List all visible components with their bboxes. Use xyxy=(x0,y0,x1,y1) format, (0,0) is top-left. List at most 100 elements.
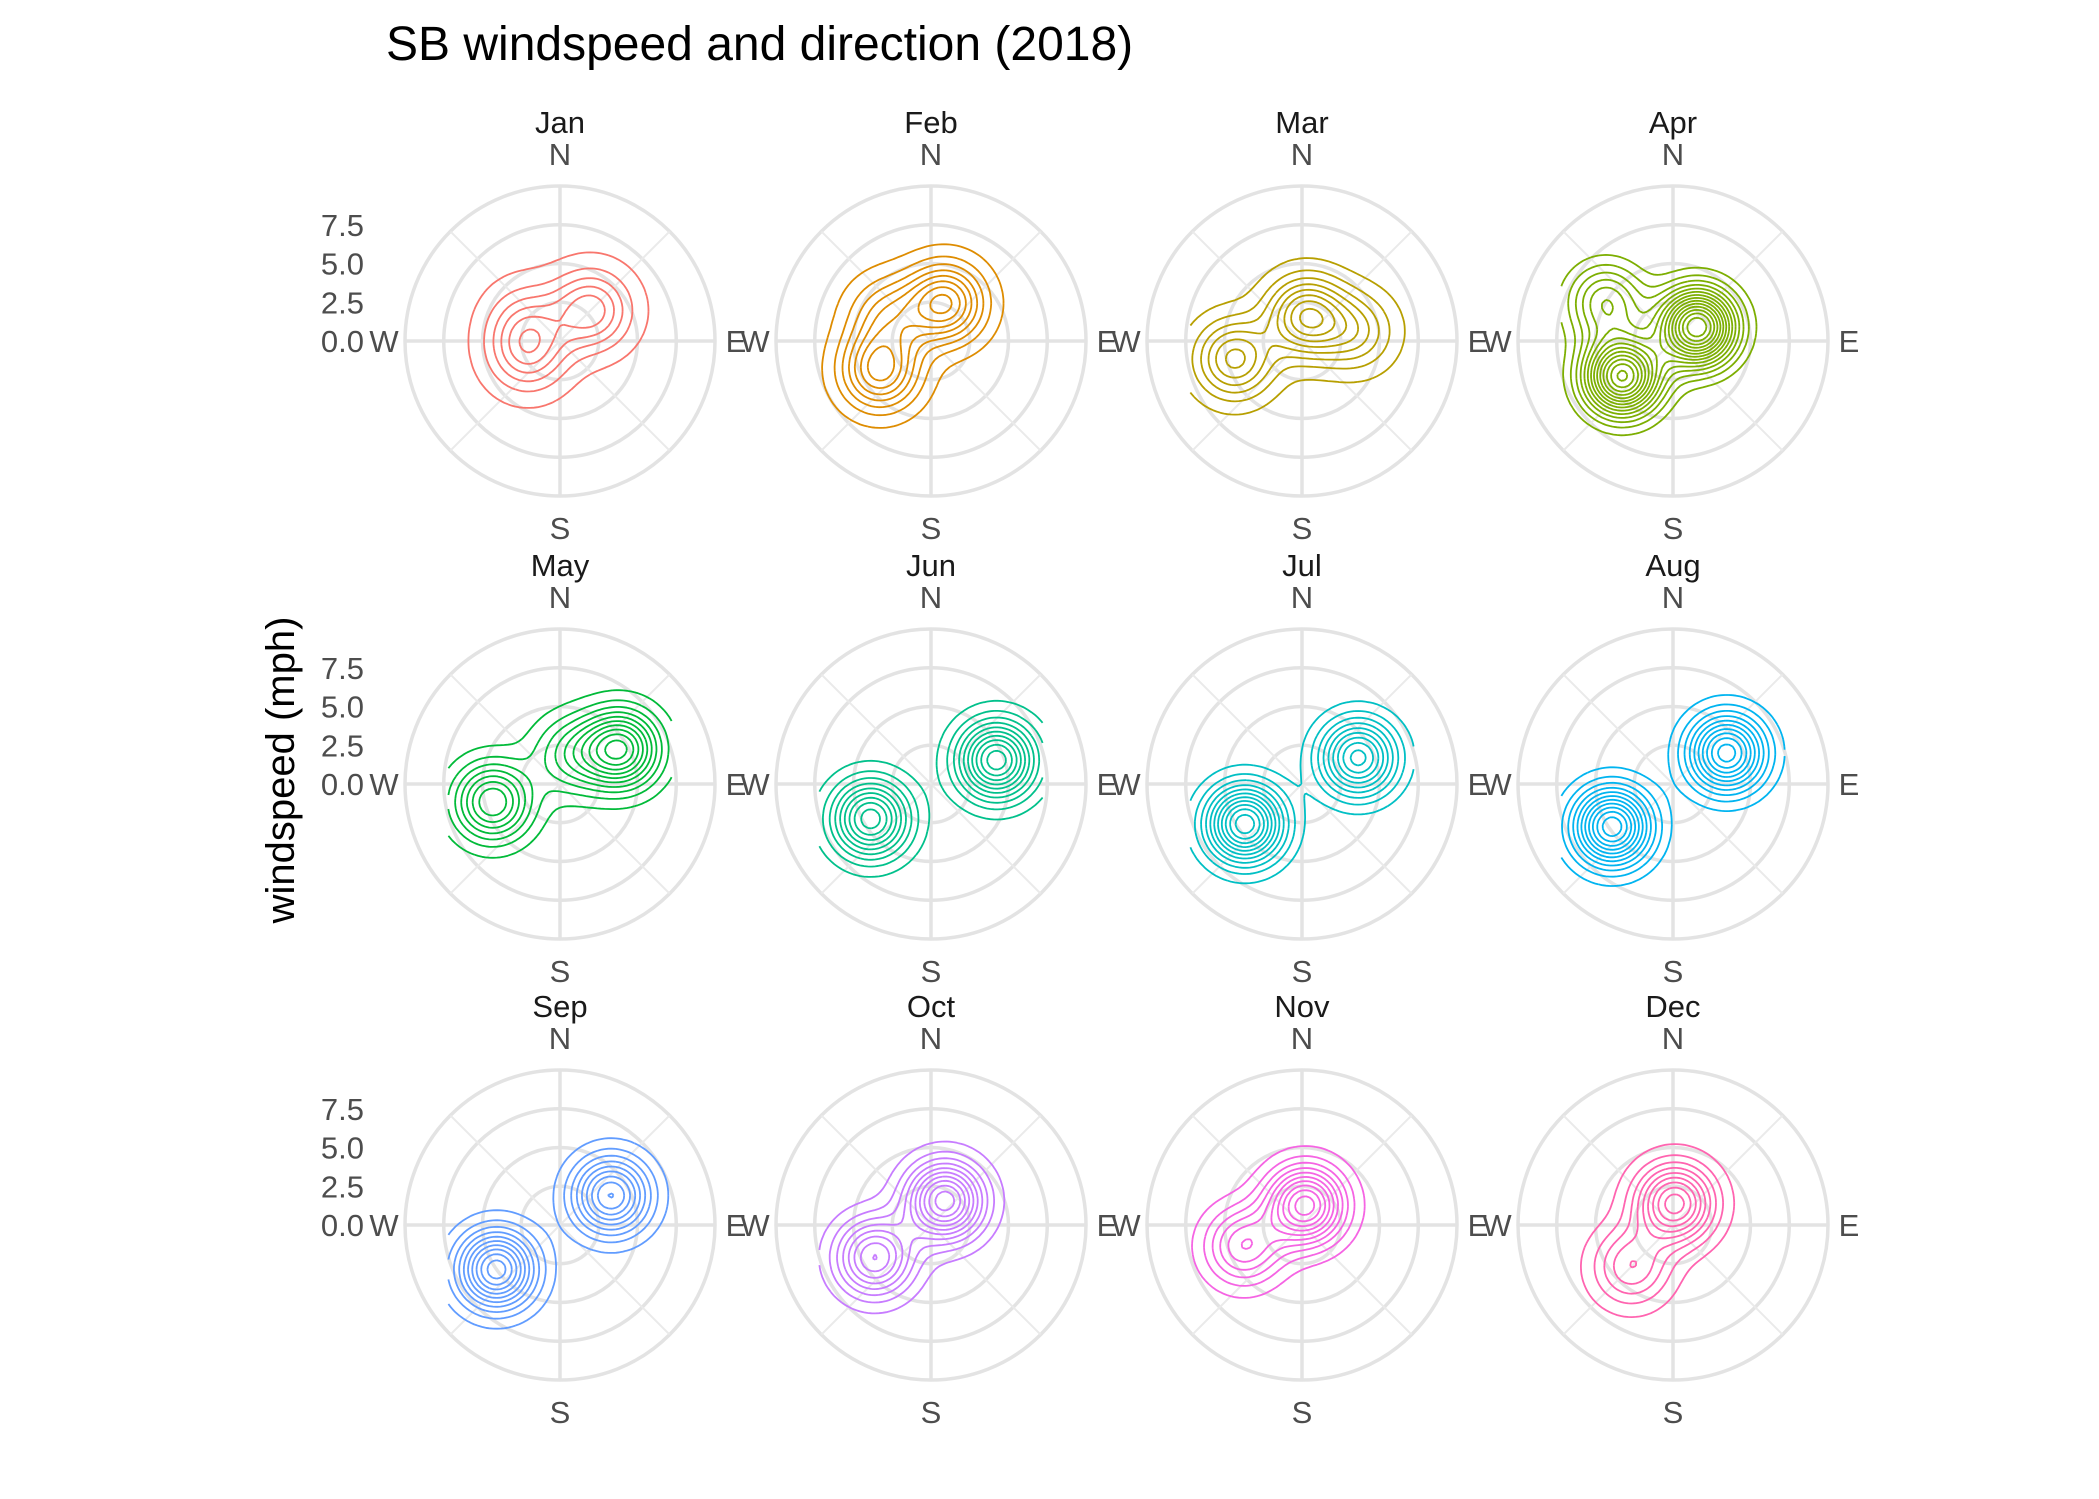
density-contour xyxy=(1584,728,1752,855)
grid-spoke xyxy=(1562,673,1674,785)
grid-spoke xyxy=(820,1224,932,1336)
density-contour xyxy=(1211,1161,1349,1279)
density-contour xyxy=(818,1140,1006,1315)
radial-tick-label: 5.0 xyxy=(321,690,364,725)
density-contour xyxy=(467,251,650,409)
density-contour xyxy=(1205,722,1394,864)
direction-label-e: E xyxy=(1468,1208,1489,1243)
grid-spoke xyxy=(820,1114,932,1226)
grid-spoke xyxy=(820,340,932,452)
density-contour xyxy=(447,689,673,859)
direction-label-s: S xyxy=(1663,511,1684,546)
density-contour xyxy=(1200,716,1400,869)
density-contour xyxy=(588,728,640,771)
facet-label: Mar xyxy=(1275,105,1328,140)
grid-spoke xyxy=(1672,1114,1784,1226)
density-contour xyxy=(458,1160,647,1308)
density-contour xyxy=(1194,710,1406,875)
direction-label-n: N xyxy=(1662,1021,1684,1056)
density-contour xyxy=(471,1175,631,1295)
density-contour xyxy=(847,1167,979,1285)
facet-label: Aug xyxy=(1645,548,1700,583)
density-contour xyxy=(1203,1155,1356,1287)
density-contour xyxy=(595,733,635,766)
density-contour xyxy=(1610,312,1712,389)
grid-spoke xyxy=(1191,340,1303,452)
density-contour xyxy=(1189,257,1406,416)
direction-label-w: W xyxy=(1482,324,1512,359)
density-contour xyxy=(1282,1184,1327,1228)
grid-spoke xyxy=(930,783,1042,895)
density-contour xyxy=(508,294,606,365)
density-contour xyxy=(1572,715,1765,867)
density-contour xyxy=(492,277,624,383)
density-contour xyxy=(853,274,973,396)
density-contour xyxy=(1603,1161,1717,1295)
direction-label-e: E xyxy=(1839,324,1860,359)
grid-spoke xyxy=(449,1114,561,1226)
density-contour xyxy=(1579,278,1741,419)
density-contour xyxy=(1664,1193,1685,1215)
grid-spoke xyxy=(1672,783,1784,895)
radial-tick-label: 5.0 xyxy=(321,247,364,282)
direction-label-w: W xyxy=(1482,1208,1512,1243)
grid-spoke xyxy=(559,230,671,342)
grid-spoke xyxy=(1191,673,1303,785)
radial-tick-label: 2.5 xyxy=(321,728,364,763)
density-contour xyxy=(1217,736,1380,852)
radial-tick-label: 0.0 xyxy=(321,324,364,359)
grid-spoke xyxy=(1191,230,1303,342)
density-contour xyxy=(467,1170,637,1299)
direction-label-e: E xyxy=(726,324,747,359)
density-contour xyxy=(454,706,663,841)
density-contour xyxy=(859,1175,971,1273)
facet-label: Oct xyxy=(907,989,956,1024)
density-contour xyxy=(828,716,1041,861)
direction-label-w: W xyxy=(1111,1208,1141,1243)
direction-label-n: N xyxy=(1662,137,1684,172)
density-contour xyxy=(1588,732,1748,851)
density-contour xyxy=(1586,291,1734,412)
density-contour xyxy=(471,720,649,823)
direction-label-s: S xyxy=(921,954,942,989)
direction-label-n: N xyxy=(1291,580,1313,615)
direction-label-e: E xyxy=(1097,1208,1118,1243)
density-contour xyxy=(1580,724,1756,859)
direction-label-n: N xyxy=(1291,1021,1313,1056)
grid-spoke xyxy=(1562,1114,1674,1226)
direction-label-w: W xyxy=(1482,767,1512,802)
density-contour xyxy=(842,1162,984,1290)
density-contour xyxy=(1560,694,1786,887)
density-contour xyxy=(833,255,993,417)
grid-spoke xyxy=(1562,230,1674,342)
radial-tick-label: 0.0 xyxy=(321,1208,364,1243)
grid-spoke xyxy=(820,230,932,342)
density-contour xyxy=(1215,288,1359,379)
direction-label-w: W xyxy=(369,324,399,359)
density-contour xyxy=(1189,700,1415,885)
facet-label: Jan xyxy=(535,105,585,140)
density-contour xyxy=(1606,309,1716,393)
density-contour xyxy=(1200,277,1380,394)
radial-tick-label: 7.5 xyxy=(321,651,364,686)
facet-label: Feb xyxy=(904,105,957,140)
direction-label-n: N xyxy=(549,137,571,172)
density-contour xyxy=(929,293,953,315)
direction-label-e: E xyxy=(1468,324,1489,359)
density-contour xyxy=(604,739,628,760)
density-contour xyxy=(1593,297,1728,406)
density-contour xyxy=(1593,1154,1724,1305)
density-contour xyxy=(1580,1143,1736,1318)
density-contour xyxy=(1299,307,1324,329)
direction-label-w: W xyxy=(1111,767,1141,802)
grid-spoke xyxy=(930,340,1042,452)
